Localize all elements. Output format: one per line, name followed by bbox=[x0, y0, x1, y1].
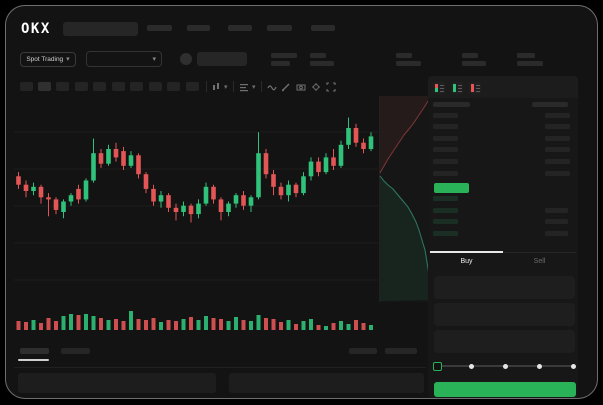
tab-buy[interactable]: Buy bbox=[460, 258, 473, 265]
market-stat-label-placeholder bbox=[396, 53, 412, 58]
settings-icon[interactable] bbox=[311, 82, 321, 92]
account-avatar[interactable] bbox=[180, 53, 192, 65]
search-input[interactable] bbox=[63, 22, 138, 36]
bottom-tab-placeholder[interactable] bbox=[20, 348, 49, 354]
order-form-tabs bbox=[430, 252, 576, 271]
orders-panel-placeholder bbox=[18, 373, 216, 393]
interval-icon[interactable] bbox=[239, 82, 249, 92]
camera-icon[interactable] bbox=[296, 82, 306, 92]
asks-swatch bbox=[435, 84, 438, 88]
fullscreen-icon[interactable] bbox=[326, 82, 336, 92]
order-book-ask-row[interactable] bbox=[433, 112, 458, 118]
bids-swatch bbox=[453, 84, 456, 92]
chevron-down-icon[interactable]: ▾ bbox=[252, 84, 256, 91]
market-stat-label-placeholder bbox=[310, 53, 326, 58]
timeframe-button[interactable] bbox=[186, 82, 199, 91]
market-stat-label-placeholder bbox=[462, 53, 478, 58]
slider-stop[interactable] bbox=[468, 363, 474, 369]
buy-tab-indicator bbox=[430, 251, 503, 253]
tab-sell[interactable]: Sell bbox=[533, 258, 546, 265]
market-stat-value-placeholder bbox=[396, 61, 421, 66]
draw-icon[interactable] bbox=[281, 82, 291, 92]
timeframe-button[interactable] bbox=[130, 82, 143, 91]
order-book-bid-amount bbox=[545, 219, 568, 224]
history-panel-placeholder bbox=[229, 373, 424, 393]
last-price-bar[interactable] bbox=[434, 183, 469, 193]
nav-item-placeholder[interactable] bbox=[228, 25, 252, 31]
slider-stop[interactable] bbox=[536, 363, 542, 369]
toolbar-divider bbox=[206, 81, 207, 92]
timeframe-button[interactable] bbox=[75, 82, 88, 91]
asks-book-icon[interactable] bbox=[469, 82, 481, 94]
market-stat-label-placeholder bbox=[517, 53, 535, 58]
market-stat-label-placeholder bbox=[271, 53, 297, 58]
order-book-ask-row[interactable] bbox=[433, 158, 458, 164]
order-book-ask-row[interactable] bbox=[433, 124, 458, 130]
market-type-label: Spot Trading bbox=[26, 56, 64, 63]
timeframe-button[interactable] bbox=[93, 82, 106, 91]
brand-logo[interactable]: OKX bbox=[21, 21, 51, 37]
pair-selector-dropdown[interactable]: ▾ bbox=[86, 51, 162, 67]
bottom-tab-placeholder[interactable] bbox=[61, 348, 90, 354]
balance-chip[interactable] bbox=[197, 52, 247, 66]
order-book-ask-amount bbox=[545, 124, 570, 130]
market-stat-value-placeholder bbox=[310, 61, 334, 66]
order-book-bid-row[interactable] bbox=[433, 219, 458, 224]
order-book-ask-row[interactable] bbox=[433, 135, 458, 141]
market-stat-value-placeholder bbox=[271, 61, 290, 66]
order-book-bid-row[interactable] bbox=[433, 207, 458, 213]
chevron-down-icon: ▾ bbox=[152, 55, 156, 63]
chevron-down-icon: ▾ bbox=[66, 56, 70, 63]
order-book-ask-amount bbox=[545, 170, 570, 176]
bottom-tab-indicator bbox=[18, 359, 49, 361]
order-book-ask-amount bbox=[545, 158, 570, 164]
app-window: OKX Spot Trading ▾ ▾ ▾ ▾ bbox=[5, 5, 598, 399]
market-type-dropdown[interactable]: Spot Trading ▾ bbox=[20, 52, 76, 67]
bottom-action-placeholder[interactable] bbox=[349, 348, 377, 354]
slider-stop[interactable] bbox=[502, 363, 508, 369]
nav-item-placeholder[interactable] bbox=[187, 25, 210, 31]
nav-item-placeholder[interactable] bbox=[311, 25, 335, 31]
amount-input[interactable] bbox=[434, 303, 575, 326]
toolbar-divider bbox=[261, 81, 262, 92]
order-book-ask-amount bbox=[545, 147, 570, 153]
order-book-header-strip bbox=[428, 76, 578, 98]
buy-submit-button[interactable] bbox=[434, 382, 576, 397]
order-book-ask-row[interactable] bbox=[433, 147, 458, 153]
nav-item-placeholder[interactable] bbox=[267, 25, 292, 31]
order-book-bid-row[interactable] bbox=[433, 196, 458, 201]
bids-book-icon[interactable] bbox=[451, 82, 463, 94]
order-book-bid-amount bbox=[545, 230, 568, 236]
order-book-col-header-price bbox=[433, 102, 470, 107]
total-input[interactable] bbox=[434, 330, 575, 353]
order-book-bid-row[interactable] bbox=[433, 230, 458, 236]
order-book-ask-amount bbox=[545, 112, 570, 118]
order-book-bid-amount bbox=[545, 207, 568, 213]
slider-stop[interactable] bbox=[570, 363, 576, 369]
order-book-col-header-amount bbox=[532, 102, 568, 107]
candle-type-icon[interactable] bbox=[211, 82, 221, 92]
order-book-ask-amount bbox=[545, 135, 570, 141]
price-input[interactable] bbox=[434, 276, 575, 299]
combined-book-icon[interactable] bbox=[433, 82, 445, 94]
order-book-ask-row[interactable] bbox=[433, 170, 458, 176]
bids-swatch bbox=[435, 88, 438, 92]
toolbar-divider bbox=[233, 81, 234, 92]
timeframe-button[interactable] bbox=[149, 82, 162, 91]
price-chart[interactable] bbox=[5, 5, 598, 399]
timeframe-button[interactable] bbox=[20, 82, 33, 91]
timeframe-button[interactable] bbox=[56, 82, 69, 91]
timeframe-button[interactable] bbox=[112, 82, 125, 91]
nav-item-placeholder[interactable] bbox=[147, 25, 172, 31]
bottom-divider bbox=[14, 367, 426, 368]
market-stat-value-placeholder bbox=[517, 61, 543, 66]
indicator-wave-icon[interactable] bbox=[267, 82, 277, 92]
asks-swatch bbox=[471, 84, 474, 92]
timeframe-button[interactable] bbox=[38, 82, 51, 91]
market-stat-value-placeholder bbox=[462, 61, 486, 66]
slider-handle[interactable] bbox=[433, 362, 442, 371]
bottom-action-placeholder[interactable] bbox=[385, 348, 417, 354]
chevron-down-icon[interactable]: ▾ bbox=[224, 84, 228, 91]
timeframe-button[interactable] bbox=[167, 82, 180, 91]
